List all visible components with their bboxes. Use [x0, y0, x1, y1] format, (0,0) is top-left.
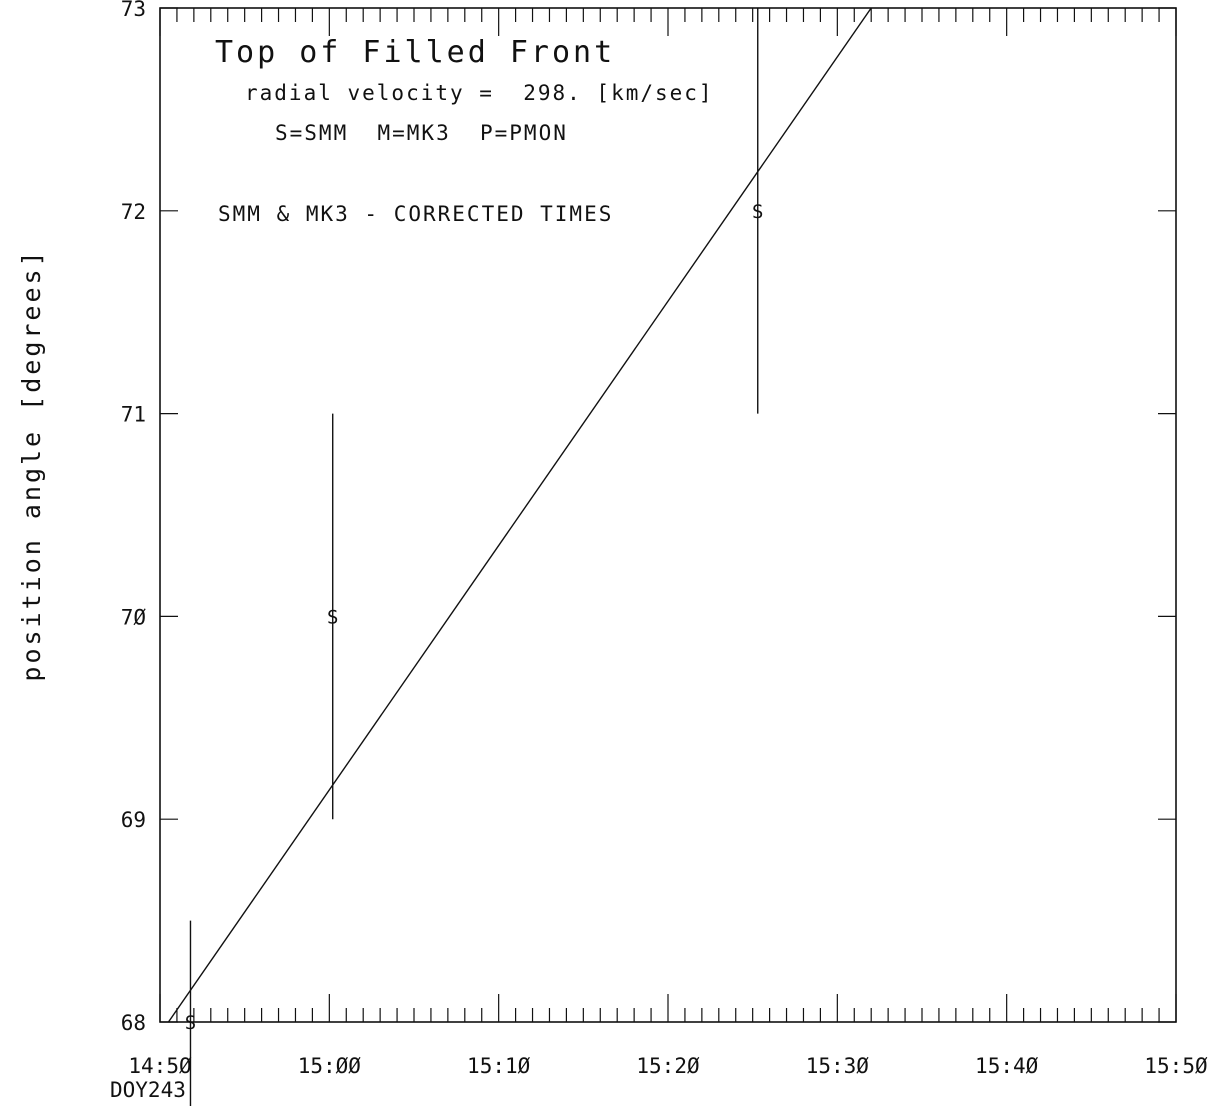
y-tick-label: 72: [121, 200, 146, 224]
y-tick-label: 7Ø: [121, 605, 147, 629]
x-tick-label: 14:5Ø: [128, 1054, 192, 1078]
chart-title: Top of Filled Front: [215, 35, 615, 70]
y-tick-label: 68: [121, 1011, 146, 1035]
annotation-radial-velocity: radial velocity = 298. [km/sec]: [245, 81, 714, 105]
point-marker: S: [327, 606, 338, 628]
x-tick-labels: 14:5Ø 15:ØØ 15:1Ø 15:2Ø 15:3Ø 15:4Ø 15:5Ø: [128, 1054, 1208, 1078]
data-points: S S S: [185, 8, 763, 1106]
y-tick-label: 69: [121, 808, 146, 832]
plot-frame: [159, 7, 1177, 1023]
y-tick-label: 73: [121, 0, 146, 21]
y-tick-labels: 68 69 7Ø 71 72 73: [121, 0, 147, 1035]
point-marker: S: [752, 201, 763, 223]
x-tick-label: 15:1Ø: [467, 1054, 531, 1078]
annotation-corrected-times: SMM & MK3 - CORRECTED TIMES: [218, 202, 613, 226]
x-tick-label: 15:4Ø: [975, 1054, 1039, 1078]
point-marker: S: [185, 1012, 196, 1034]
x-tick-label: 15:ØØ: [298, 1054, 362, 1078]
y-tick-label: 71: [121, 403, 146, 427]
x-tick-label: 15:3Ø: [806, 1054, 870, 1078]
x-tick-label: 15:5Ø: [1144, 1054, 1208, 1078]
x-tick-label: 15:2Ø: [636, 1054, 700, 1078]
x-unit-note: DOY243: [110, 1078, 186, 1102]
fit-line: [167, 8, 872, 1022]
axis-ticks: [159, 7, 1177, 1023]
y-axis-label: position angle [degrees]: [17, 248, 46, 681]
annotation-legend: S=SMM M=MK3 P=PMON: [275, 121, 568, 145]
